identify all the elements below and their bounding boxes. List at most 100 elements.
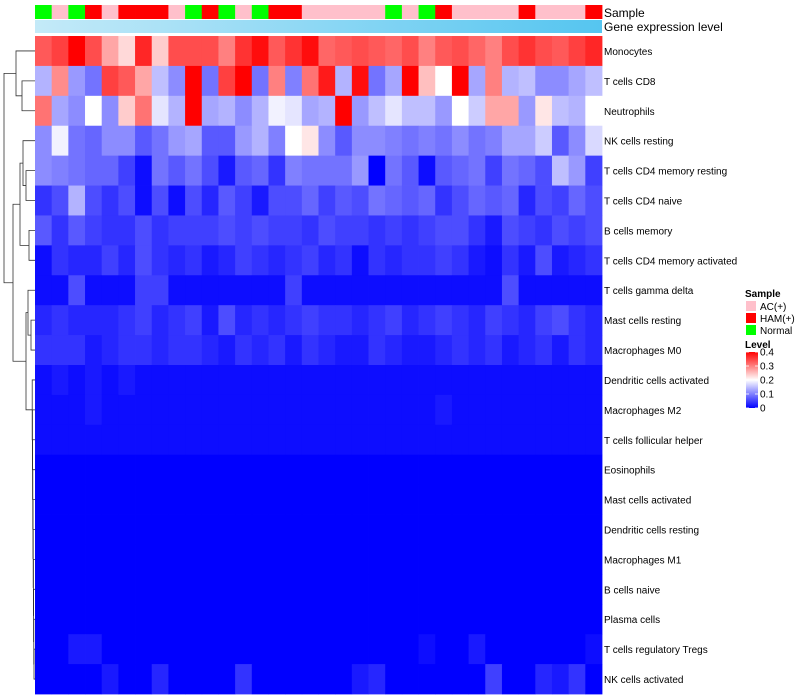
heatmap-cell	[285, 215, 303, 246]
heatmap-cell	[485, 514, 503, 545]
sample-annotation-cell	[235, 5, 253, 19]
heatmap-cell	[335, 424, 353, 456]
heatmap-cell	[568, 574, 586, 605]
heatmap-cell	[68, 634, 86, 665]
heatmap-cell	[435, 185, 453, 216]
heatmap-cell	[185, 335, 203, 366]
heatmap-cell	[151, 454, 169, 486]
heatmap-cell	[568, 365, 586, 396]
dendrogram-link	[30, 319, 35, 351]
sample-annotation-cell	[585, 5, 603, 19]
heatmap-cell	[501, 95, 520, 127]
heatmap-cell	[201, 544, 219, 575]
heatmap-cell	[301, 65, 319, 97]
heatmap-cell	[235, 544, 253, 575]
heatmap-cell	[568, 125, 586, 157]
heatmap-cell	[101, 424, 119, 456]
heatmap-cell	[235, 155, 253, 186]
heatmap-cell	[118, 574, 136, 605]
heatmap-cell	[551, 544, 570, 575]
heatmap-cells	[35, 36, 603, 695]
heatmap-cell	[201, 305, 219, 336]
heatmap-cell	[68, 394, 86, 426]
heatmap-cell	[218, 574, 236, 605]
heatmap-cell	[118, 125, 136, 157]
heatmap-cell	[218, 514, 236, 545]
heatmap-cell	[101, 604, 119, 635]
heatmap-cell	[535, 305, 553, 336]
heatmap-cell	[518, 215, 536, 246]
heatmap-cell	[185, 604, 203, 635]
heatmap-cell	[301, 365, 319, 396]
heatmap-cell	[485, 454, 503, 486]
heatmap-cell	[51, 155, 69, 186]
heatmap-cell	[235, 36, 253, 67]
heatmap-cell	[151, 544, 169, 575]
sample-annotation-cell	[318, 5, 336, 19]
heatmap-cell	[35, 604, 53, 635]
heatmap-cell	[285, 155, 303, 186]
heatmap-cell	[268, 335, 286, 366]
heatmap-cell	[451, 365, 469, 396]
heatmap-cell	[368, 454, 386, 486]
heatmap-cell	[68, 245, 86, 276]
heatmap-cell	[535, 335, 553, 366]
heatmap-cell	[201, 185, 219, 216]
heatmap-cell	[168, 454, 186, 486]
heatmap-cell	[68, 664, 86, 695]
heatmap-cell	[351, 65, 369, 97]
heatmap-cell	[535, 574, 553, 605]
heatmap-cell	[351, 424, 369, 456]
heatmap-cell	[385, 155, 403, 186]
heatmap-cell	[168, 245, 186, 276]
heatmap-cell	[285, 574, 303, 605]
heatmap-cell	[51, 125, 69, 157]
heatmap-cell	[268, 634, 286, 665]
legend-level-tick-label: 0.1	[760, 390, 774, 401]
heatmap-cell	[135, 245, 153, 276]
heatmap-cell	[468, 335, 486, 366]
row-label: NK cells activated	[604, 675, 683, 686]
heatmap-cell	[368, 215, 386, 246]
heatmap-cell	[451, 544, 469, 575]
heatmap-cell	[368, 185, 386, 216]
heatmap-cell	[435, 604, 453, 635]
heatmap-cell	[385, 275, 403, 306]
heatmap-cell	[318, 125, 336, 157]
heatmap-cell	[85, 664, 103, 695]
heatmap-cell	[218, 95, 236, 127]
heatmap-cell	[485, 215, 503, 246]
heatmap-cell	[368, 574, 386, 605]
heatmap-cell	[268, 305, 286, 336]
heatmap-cell	[101, 155, 119, 186]
heatmap-cell	[418, 664, 436, 695]
sample-annotation-cell	[85, 5, 103, 19]
heatmap-cell	[318, 245, 336, 276]
row-labels: Monocytes T cells CD8 Neutrophils NK cells …	[604, 47, 737, 686]
heatmap-cell	[568, 664, 586, 695]
heatmap-cell	[518, 484, 536, 515]
heatmap-cell	[435, 36, 453, 67]
heatmap-cell	[551, 634, 570, 665]
heatmap-cell	[251, 335, 269, 366]
sample-annotation-cell	[68, 5, 86, 19]
heatmap-cell	[168, 275, 186, 306]
heatmap-cell	[135, 36, 153, 67]
heatmap-cell	[418, 544, 436, 575]
sample-annotation-cell	[435, 5, 453, 19]
heatmap-cell	[451, 275, 469, 306]
dendrogram-link	[32, 499, 35, 559]
sample-annotation-cell	[268, 5, 286, 19]
heatmap-cell	[418, 65, 436, 97]
heatmap-cell	[585, 95, 603, 127]
heatmap-cell	[151, 574, 169, 605]
heatmap-cell	[385, 305, 403, 336]
heatmap-cell	[501, 125, 520, 157]
heatmap-cell	[318, 305, 336, 336]
heatmap-cell	[318, 365, 336, 396]
heatmap-cell	[551, 65, 570, 97]
heatmap-cell	[185, 275, 203, 306]
heatmap-cell	[285, 275, 303, 306]
heatmap-cell	[435, 365, 453, 396]
heatmap-cell	[268, 185, 286, 216]
